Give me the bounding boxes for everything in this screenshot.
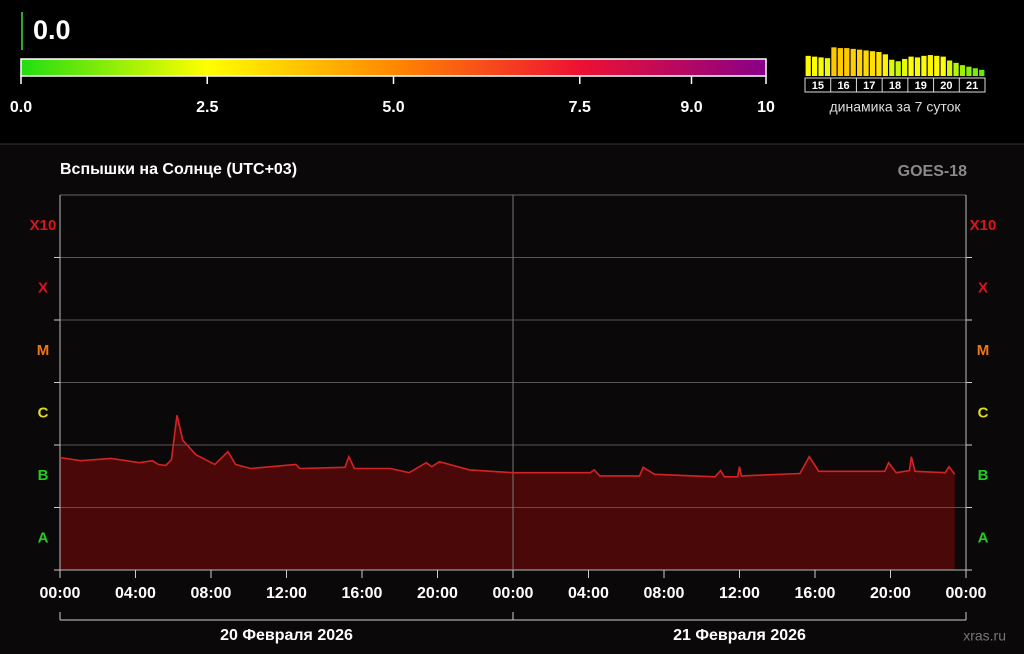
x-tick-label: 20:00 (870, 585, 911, 602)
scale-tick-label: 2.5 (196, 99, 218, 116)
flux-area (60, 415, 955, 570)
mini-day-label: 19 (915, 80, 927, 92)
scale-tick-label: 7.5 (569, 99, 591, 116)
x-tick-label: 16:00 (795, 585, 836, 602)
mini-bar (966, 66, 972, 76)
x-tick-label: 00:00 (946, 585, 987, 602)
mini-bar (953, 62, 959, 76)
x-tick-label: 00:00 (40, 585, 81, 602)
mini-day-label: 20 (940, 80, 952, 92)
mini-bar (857, 49, 863, 76)
mini-bar (940, 56, 946, 76)
mini-bar (844, 48, 850, 76)
mini-bar (818, 57, 824, 76)
mini-bar (934, 55, 940, 76)
mini-bar (947, 60, 953, 76)
x-tick-label: 04:00 (568, 585, 609, 602)
chart-title: Вспышки на Солнце (UTC+03) (60, 161, 297, 178)
x-tick-label: 12:00 (266, 585, 307, 602)
y-tick-label: X10 (30, 217, 57, 234)
scale-tick-label: 5.0 (382, 99, 404, 116)
mini-bar (914, 57, 921, 76)
x-tick-label: 00:00 (493, 585, 534, 602)
y-tick-label-right: X10 (970, 217, 997, 234)
scale-tick-label: 10 (757, 99, 775, 116)
date-label: 20 Февраля 2026 (220, 627, 353, 644)
mini-bar (812, 56, 818, 76)
color-scale (20, 58, 767, 77)
y-tick-label: B (38, 467, 49, 484)
y-tick-label-right: A (978, 530, 989, 547)
x-tick-label: 20:00 (417, 585, 458, 602)
mini-day-label: 21 (966, 80, 978, 92)
chart-panel (0, 144, 1024, 654)
y-tick-label: M (37, 342, 50, 359)
mini-day-label: 18 (889, 80, 901, 92)
y-tick-label-right: B (978, 467, 989, 484)
date-label: 21 Февраля 2026 (673, 627, 806, 644)
x-tick-label: 04:00 (115, 585, 156, 602)
mini-bar (959, 65, 966, 76)
mini-bar (972, 68, 978, 76)
mini-bar (902, 58, 908, 76)
mini-day-label: 16 (837, 80, 849, 92)
mini-bar (889, 59, 895, 76)
scale-tick-label: 0.0 (10, 99, 32, 116)
mini-bar (837, 48, 843, 76)
mini-bar (824, 58, 831, 76)
y-tick-label-right: C (978, 405, 989, 422)
mini-bar (979, 69, 985, 76)
x-tick-label: 08:00 (191, 585, 232, 602)
scale-tick-label: 9.0 (680, 99, 702, 116)
mini-bar (921, 55, 927, 76)
y-tick-label: C (38, 405, 49, 422)
mini-bar (869, 51, 876, 76)
mini-day-strip (804, 77, 986, 93)
mini-bar (850, 48, 856, 76)
mini-bar (831, 47, 837, 76)
flux-line (59, 415, 956, 478)
mini-bar (927, 55, 933, 76)
mini-bar (908, 56, 914, 76)
x-tick-label: 12:00 (719, 585, 760, 602)
mini-day-label: 17 (863, 80, 875, 92)
current-value: 0.0 (33, 15, 71, 45)
y-tick-label-right: X (978, 280, 988, 297)
mini-bar (882, 54, 888, 76)
y-tick-label: X (38, 280, 48, 297)
mini-caption: динамика за 7 суток (830, 99, 962, 115)
mini-bar (876, 51, 882, 76)
source-label: GOES-18 (898, 163, 967, 180)
footer: xras.ru (963, 628, 1006, 644)
x-tick-label: 16:00 (342, 585, 383, 602)
mini-bar (863, 50, 869, 76)
x-tick-label: 08:00 (644, 585, 685, 602)
mini-bar (805, 55, 811, 76)
y-tick-label-right: M (977, 342, 990, 359)
y-tick-label: A (38, 530, 49, 547)
mini-bar (895, 61, 901, 76)
mini-day-label: 15 (812, 80, 824, 92)
